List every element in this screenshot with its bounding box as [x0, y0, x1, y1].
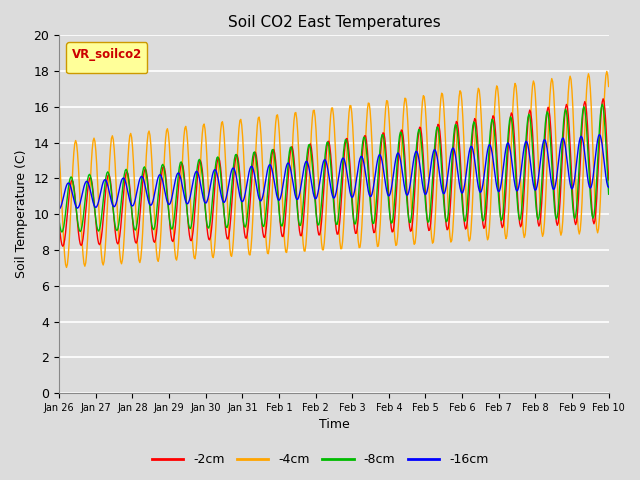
-2cm [380, 130, 388, 136]
Legend:  [66, 42, 147, 73]
-4cm [198, 144, 205, 150]
-4cm [423, 136, 431, 142]
-2cm [59, 243, 67, 249]
-4cm [305, 190, 312, 196]
-16cm [469, 147, 477, 153]
-8cm [470, 119, 477, 125]
-4cm [605, 84, 612, 89]
-2cm [198, 160, 205, 166]
-2cm [470, 120, 477, 126]
-8cm [58, 229, 66, 235]
Line: -16cm: -16cm [59, 134, 609, 209]
-4cm [380, 136, 388, 142]
Line: -4cm: -4cm [59, 72, 609, 267]
-8cm [305, 142, 312, 148]
-16cm [196, 180, 204, 186]
-8cm [380, 137, 388, 143]
-2cm [305, 146, 312, 152]
Legend: -2cm, -4cm, -8cm, -16cm: -2cm, -4cm, -8cm, -16cm [147, 448, 493, 471]
-8cm [198, 165, 205, 170]
-8cm [55, 218, 63, 224]
-8cm [423, 216, 431, 221]
-4cm [470, 168, 477, 174]
-8cm [605, 192, 612, 197]
-8cm [154, 203, 161, 208]
-4cm [55, 152, 63, 157]
-16cm [422, 191, 430, 197]
Line: -2cm: -2cm [59, 99, 609, 246]
-2cm [599, 96, 607, 102]
Y-axis label: Soil Temperature (C): Soil Temperature (C) [15, 150, 28, 278]
-8cm [598, 101, 606, 107]
-2cm [605, 177, 612, 183]
-16cm [596, 132, 604, 137]
-4cm [63, 264, 70, 270]
-16cm [55, 206, 63, 212]
-16cm [152, 182, 160, 188]
X-axis label: Time: Time [319, 419, 349, 432]
-16cm [304, 160, 312, 166]
-16cm [605, 184, 612, 190]
-2cm [55, 221, 63, 227]
-4cm [154, 256, 161, 262]
-2cm [154, 222, 161, 228]
Title: Soil CO2 East Temperatures: Soil CO2 East Temperatures [227, 15, 440, 30]
-16cm [379, 163, 387, 169]
-2cm [423, 215, 431, 220]
-4cm [603, 69, 611, 74]
Line: -8cm: -8cm [59, 104, 609, 232]
